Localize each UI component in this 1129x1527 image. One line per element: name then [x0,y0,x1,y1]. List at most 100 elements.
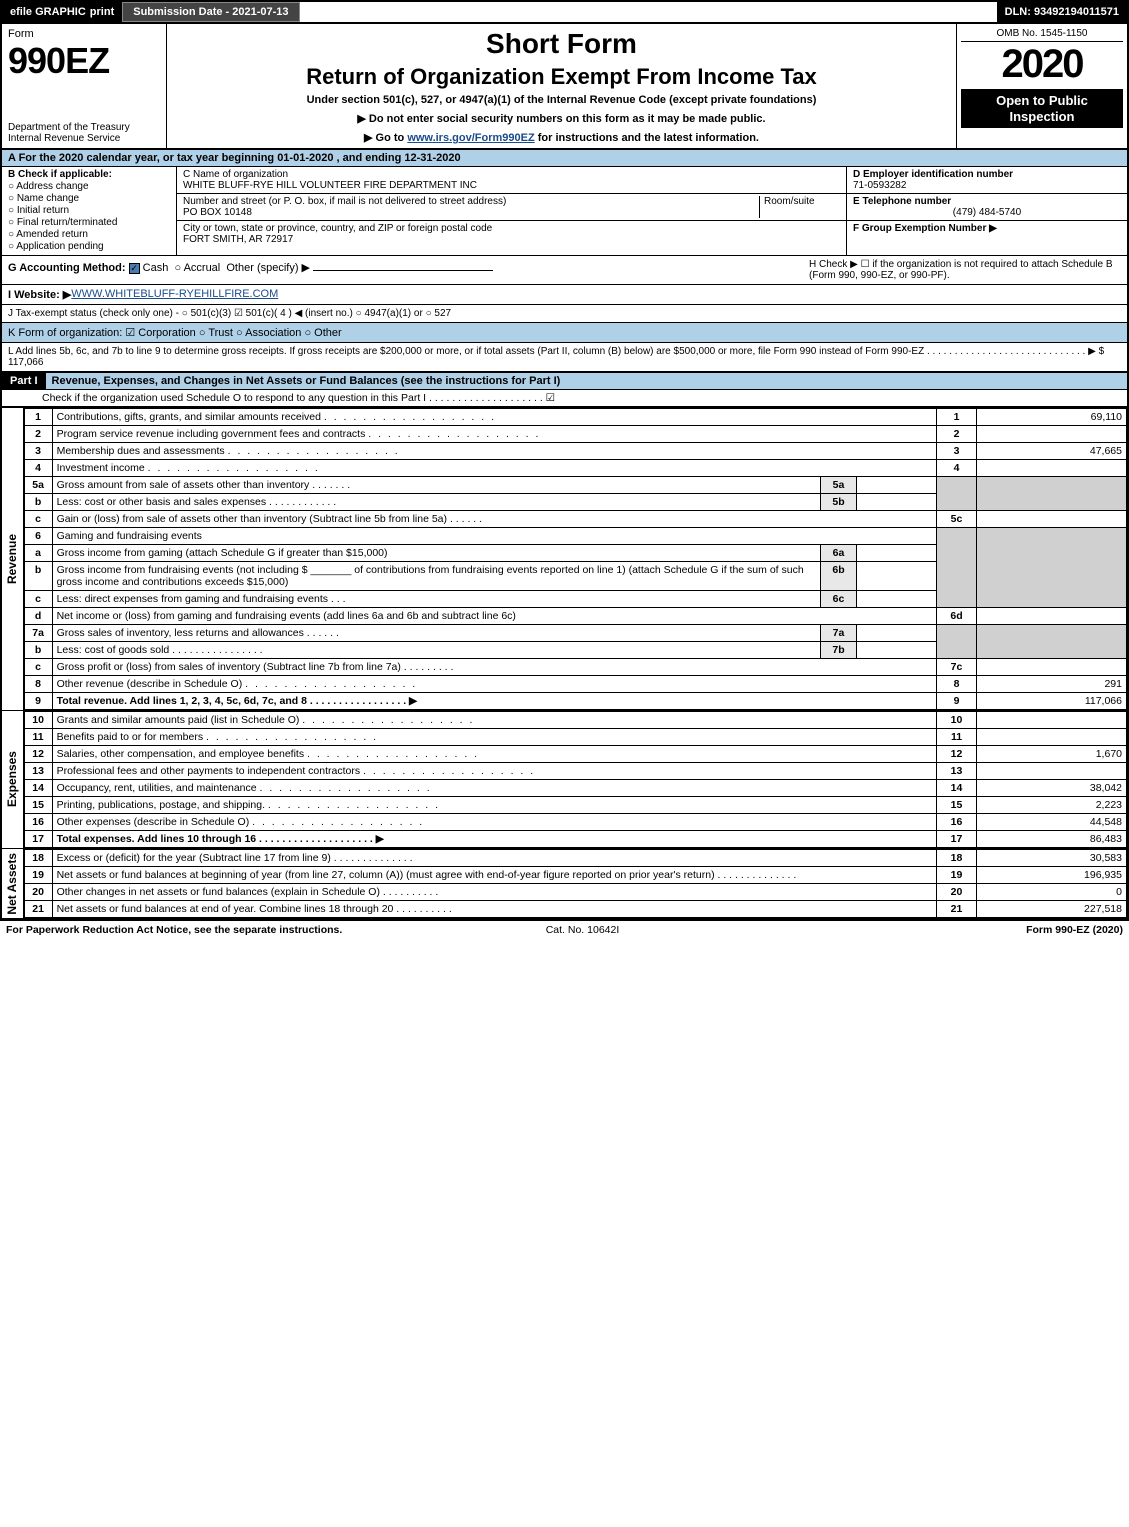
f-label: F Group Exemption Number ▶ [853,223,997,234]
g-label: G Accounting Method: [8,262,126,274]
revenue-vlabel-wrap: Revenue [2,408,24,710]
part1-title: Revenue, Expenses, and Changes in Net As… [46,373,567,389]
form-number: 990EZ [8,40,160,82]
revenue-table: 1Contributions, gifts, grants, and simil… [24,408,1127,710]
line-11: 11Benefits paid to or for members 11 [24,729,1126,746]
goto-line: ▶ Go to www.irs.gov/Form990EZ for instru… [177,131,946,144]
revenue-vlabel: Revenue [5,534,19,584]
print-link[interactable]: print [90,6,114,18]
line-7a: 7aGross sales of inventory, less returns… [24,625,1126,642]
c-name-cell: C Name of organization WHITE BLUFF-RYE H… [177,167,846,194]
line-1: 1Contributions, gifts, grants, and simil… [24,409,1126,426]
col-c-org: C Name of organization WHITE BLUFF-RYE H… [177,167,847,255]
topbar-left: efile GRAPHIC print [2,2,122,22]
part1-check: Check if the organization used Schedule … [2,390,1127,407]
h-box: H Check ▶ ☐ if the organization is not r… [801,259,1121,281]
part1-header-row: Part I Revenue, Expenses, and Changes in… [2,372,1127,390]
line-8: 8Other revenue (describe in Schedule O) … [24,676,1126,693]
footer-left: For Paperwork Reduction Act Notice, see … [6,924,342,936]
line-17: 17Total expenses. Add lines 10 through 1… [24,831,1126,848]
row-bcd: B Check if applicable: ○ Address change … [2,167,1127,256]
expenses-table: 10Grants and similar amounts paid (list … [24,711,1127,848]
open-inspection: Open to Public Inspection [961,89,1123,128]
line-5c: cGain or (loss) from sale of assets othe… [24,511,1126,528]
revenue-grid: Revenue 1Contributions, gifts, grants, a… [2,407,1127,710]
g-other-input[interactable] [313,259,493,271]
line-13: 13Professional fees and other payments t… [24,763,1126,780]
tax-year: 2020 [961,42,1123,87]
dept-label: Department of the Treasury Internal Reve… [8,122,130,144]
e-val: (479) 484-5740 [853,207,1121,218]
e-phone: E Telephone number (479) 484-5740 [847,194,1127,221]
line-5a: 5aGross amount from sale of assets other… [24,477,1126,494]
g-other: Other (specify) ▶ [226,262,310,274]
c-city-val: FORT SMITH, AR 72917 [183,234,293,245]
form-label: Form [8,28,160,40]
chk-initial-return[interactable]: ○ Initial return [8,205,170,216]
line-2: 2Program service revenue including gover… [24,426,1126,443]
line-10: 10Grants and similar amounts paid (list … [24,712,1126,729]
room-suite: Room/suite [760,196,840,218]
c-name-val: WHITE BLUFF-RYE HILL VOLUNTEER FIRE DEPA… [183,180,477,191]
omb-number: OMB No. 1545-1150 [961,28,1123,42]
line-6d: dNet income or (loss) from gaming and fu… [24,608,1126,625]
line-4: 4Investment income 4 [24,460,1126,477]
line-18: 18Excess or (deficit) for the year (Subt… [24,850,1126,867]
form-header: Form 990EZ Department of the Treasury In… [0,24,1129,150]
expenses-grid: Expenses 10Grants and similar amounts pa… [2,710,1127,848]
chk-name-change[interactable]: ○ Name change [8,193,170,204]
col-b-checkboxes: B Check if applicable: ○ Address change … [2,167,177,255]
row-g: G Accounting Method: ✓ Cash ○ Accrual Ot… [2,256,1127,285]
row-a-taxyear: A For the 2020 calendar year, or tax yea… [2,150,1127,167]
short-form-title: Short Form [177,28,946,60]
irs-link[interactable]: www.irs.gov/Form990EZ [407,132,534,144]
line-15: 15Printing, publications, postage, and s… [24,797,1126,814]
line-12: 12Salaries, other compensation, and empl… [24,746,1126,763]
row-k: K Form of organization: ☑ Corporation ○ … [2,323,1127,343]
return-title: Return of Organization Exempt From Incom… [177,64,946,90]
dept-treasury: Department of the Treasury [8,122,130,133]
chk-cash[interactable]: ✓ [129,263,140,274]
netassets-vlabel: Net Assets [5,853,19,915]
c-city-label: City or town, state or province, country… [183,223,492,234]
g-accrual: Accrual [184,262,221,274]
line-20: 20Other changes in net assets or fund ba… [24,884,1126,901]
top-bar: efile GRAPHIC print Submission Date - 20… [0,0,1129,24]
chk-amended[interactable]: ○ Amended return [8,229,170,240]
netassets-vlabel-wrap: Net Assets [2,849,24,918]
row-i: I Website: ▶ WWW.WHITEBLUFF-RYEHILLFIRE.… [2,285,1127,305]
g-cash: Cash [143,262,169,274]
no-ssn-note: ▶ Do not enter social security numbers o… [177,112,946,125]
row-l: L Add lines 5b, 6c, and 7b to line 9 to … [2,343,1127,372]
header-left: Form 990EZ Department of the Treasury In… [2,24,167,148]
footer-form: Form 990-EZ (2020) [1026,924,1123,936]
header-right: OMB No. 1545-1150 2020 Open to Public In… [957,24,1127,148]
b-label: B Check if applicable: [8,169,112,180]
line-6: 6Gaming and fundraising events [24,528,1126,545]
row-j: J Tax-exempt status (check only one) - ○… [2,305,1127,323]
d-val: 71-0593282 [853,180,906,191]
c-addr-cell: Number and street (or P. O. box, if mail… [177,194,846,221]
efile-link[interactable]: efile GRAPHIC [10,6,86,18]
d-label: D Employer identification number [853,169,1013,180]
dln-label: DLN: 93492194011571 [997,2,1127,22]
i-label: I Website: ▶ [8,288,71,301]
chk-final-return[interactable]: ○ Final return/terminated [8,217,170,228]
under-section: Under section 501(c), 527, or 4947(a)(1)… [177,94,946,106]
website-link[interactable]: WWW.WHITEBLUFF-RYEHILLFIRE.COM [71,288,278,301]
submission-date-button[interactable]: Submission Date - 2021-07-13 [122,2,299,22]
header-center: Short Form Return of Organization Exempt… [167,24,957,148]
col-d-ein: D Employer identification number 71-0593… [847,167,1127,255]
d-ein: D Employer identification number 71-0593… [847,167,1127,194]
f-group: F Group Exemption Number ▶ [847,221,1127,236]
c-addr-label: Number and street (or P. O. box, if mail… [183,196,506,207]
e-label: E Telephone number [853,196,951,207]
irs-label: Internal Revenue Service [8,133,120,144]
chk-address-change[interactable]: ○ Address change [8,181,170,192]
line-21: 21Net assets or fund balances at end of … [24,901,1126,918]
footer-cat: Cat. No. 10642I [546,924,620,936]
line-7c: cGross profit or (loss) from sales of in… [24,659,1126,676]
c-city-cell: City or town, state or province, country… [177,221,846,247]
chk-app-pending[interactable]: ○ Application pending [8,241,170,252]
expenses-vlabel-wrap: Expenses [2,711,24,848]
